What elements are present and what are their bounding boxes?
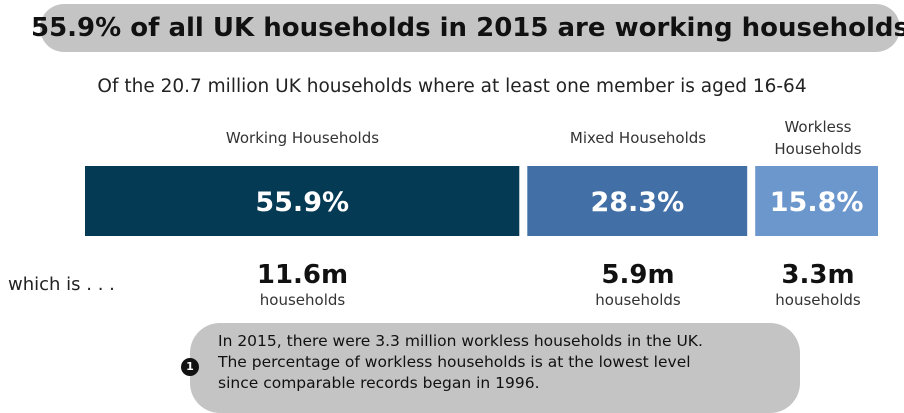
count-mixed-value: 5.9m (601, 260, 675, 290)
count-working: 11.6m households (85, 260, 520, 310)
category-label-working: Working Households (225, 129, 380, 147)
footnote-line: since comparable records began in 1996. (218, 374, 540, 392)
bar-value-label-workless: 15.8% (770, 187, 864, 218)
category-label-workless: Workless Households (774, 118, 862, 158)
bar-value-label-mixed: 28.3% (590, 187, 684, 218)
footnote-text: In 2015, there were 3.3 million workless… (218, 331, 793, 394)
page-title: 55.9% of all UK households in 2015 are w… (31, 4, 904, 52)
bar-value-label-working: 55.9% (255, 187, 349, 218)
subtitle: Of the 20.7 million UK households where … (97, 76, 807, 97)
count-workless-unit: households (775, 291, 861, 309)
footnote-number-badge: 1 (181, 358, 199, 376)
count-working-unit: households (259, 291, 346, 309)
bar-segment-mixed (527, 166, 748, 236)
footnote-line: In 2015, there were 3.3 million workless… (218, 332, 703, 350)
count-workless: 3.3m households (762, 260, 874, 310)
category-label-mixed: Mixed Households (569, 129, 707, 147)
title-text: 55.9% of all UK households in 2015 are w… (31, 13, 904, 43)
row-label: which is . . . (8, 274, 115, 295)
bar-segment-workless (755, 166, 878, 236)
count-mixed: 5.9m households (528, 260, 748, 310)
count-workless-value: 3.3m (781, 260, 855, 290)
count-mixed-unit: households (595, 291, 681, 309)
bar-segment-working (85, 166, 520, 236)
footnote-box (190, 323, 800, 413)
footnote-line: The percentage of workless households is… (218, 353, 691, 371)
count-working-value: 11.6m (256, 260, 349, 290)
